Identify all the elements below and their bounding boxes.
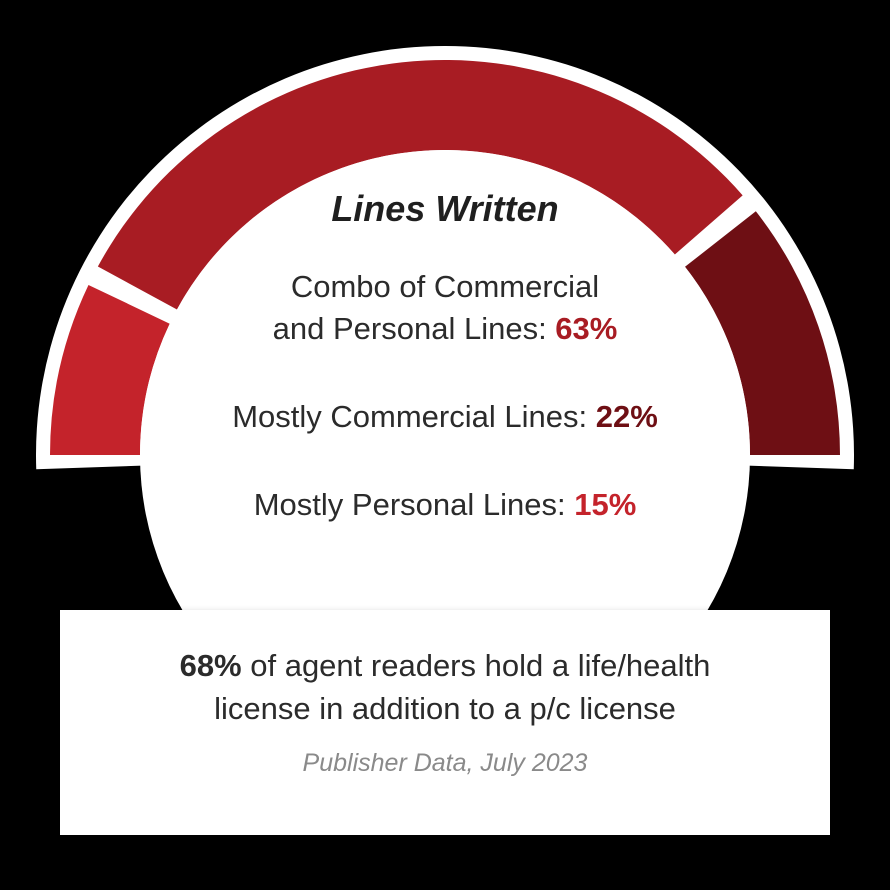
chart-line-item: Mostly Personal Lines: 15% bbox=[165, 484, 725, 526]
chart-line-item: Combo of Commercialand Personal Lines: 6… bbox=[165, 266, 725, 350]
chart-title: Lines Written bbox=[165, 188, 725, 230]
caption-text-b: license in addition to a p/c license bbox=[214, 691, 676, 726]
caption-lead-pct: 68% bbox=[180, 648, 242, 683]
caption-main: 68% of agent readers hold a life/health … bbox=[108, 644, 782, 731]
chart-lines-list: Combo of Commercialand Personal Lines: 6… bbox=[165, 266, 725, 525]
caption-source: Publisher Data, July 2023 bbox=[108, 749, 782, 778]
caption-card: 68% of agent readers hold a life/health … bbox=[60, 610, 830, 835]
stage: Lines Written Combo of Commercialand Per… bbox=[0, 0, 890, 890]
chart-inner-text: Lines Written Combo of Commercialand Per… bbox=[165, 188, 725, 525]
chart-line-item: Mostly Commercial Lines: 22% bbox=[165, 396, 725, 438]
caption-text-a: of agent readers hold a life/health bbox=[242, 648, 711, 683]
